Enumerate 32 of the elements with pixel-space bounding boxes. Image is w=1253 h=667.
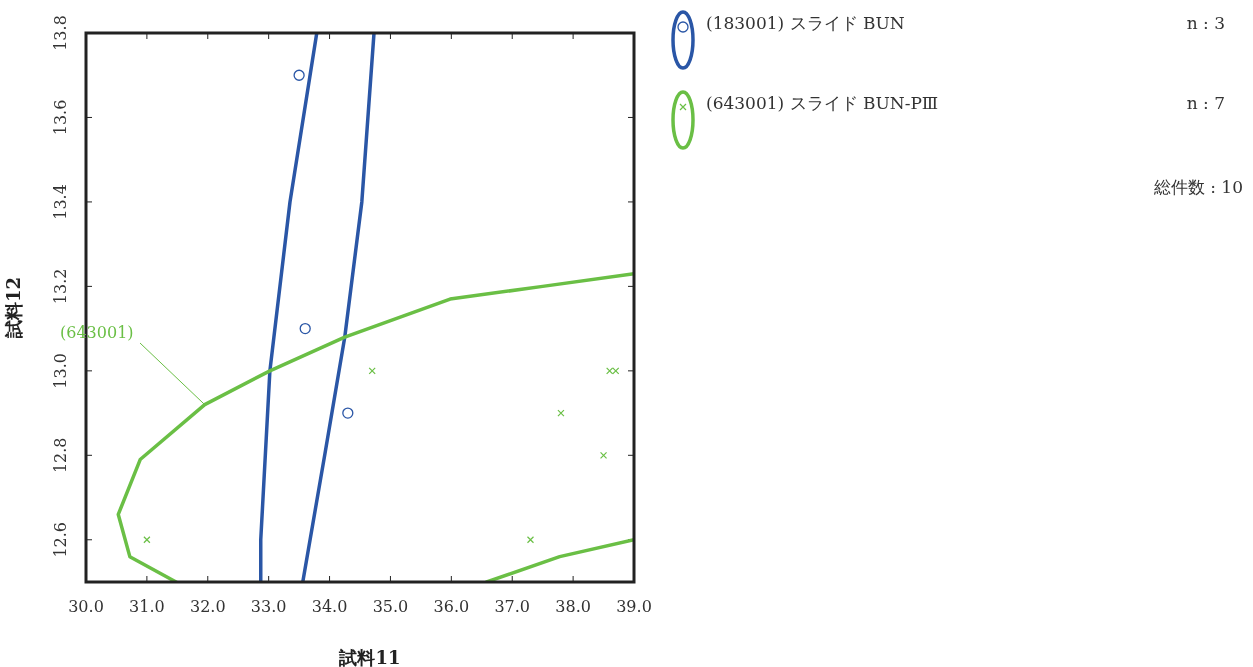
x-tick-label: 31.0 — [129, 597, 165, 616]
x-axis-title: 試料11 — [338, 647, 401, 667]
text: n : 3 — [1186, 13, 1225, 33]
x-tick-label: 30.0 — [68, 597, 104, 616]
y-tick-label: 13.4 — [51, 184, 70, 220]
point — [612, 367, 620, 375]
x-tick-label: 33.0 — [250, 597, 287, 616]
x-tick-label: 35.0 — [372, 597, 409, 616]
legend-label: (643001) スライド BUN-PⅢ — [706, 93, 939, 113]
point — [143, 536, 151, 544]
legend-label: (183001) スライド BUN — [706, 13, 905, 33]
x-tick-label: 32.0 — [189, 597, 226, 616]
point — [293, 69, 305, 81]
y-tick-label: 13.0 — [51, 353, 70, 389]
x-tick-label: 37.0 — [494, 597, 531, 616]
y-tick-label: 12.6 — [51, 521, 70, 558]
y-tick-label: 12.8 — [51, 437, 70, 474]
point — [299, 322, 311, 335]
y-axis-title: 試料12 — [3, 276, 24, 340]
x-tick-label: 36.0 — [433, 597, 470, 616]
point — [599, 451, 608, 459]
y-tick-label: 13.2 — [51, 268, 70, 305]
text: 総件数 : 10 — [1152, 177, 1243, 197]
y-tick-label: 13.6 — [51, 99, 70, 136]
x-tick-label: 38.0 — [555, 597, 591, 616]
x-tick-label: 39.0 — [616, 597, 652, 616]
point — [526, 536, 535, 544]
text: n : 7 — [1186, 93, 1225, 113]
x-tick-label: 34.0 — [311, 597, 348, 616]
point — [606, 367, 614, 375]
point — [342, 407, 354, 419]
y-tick-label: 13.8 — [51, 15, 70, 51]
